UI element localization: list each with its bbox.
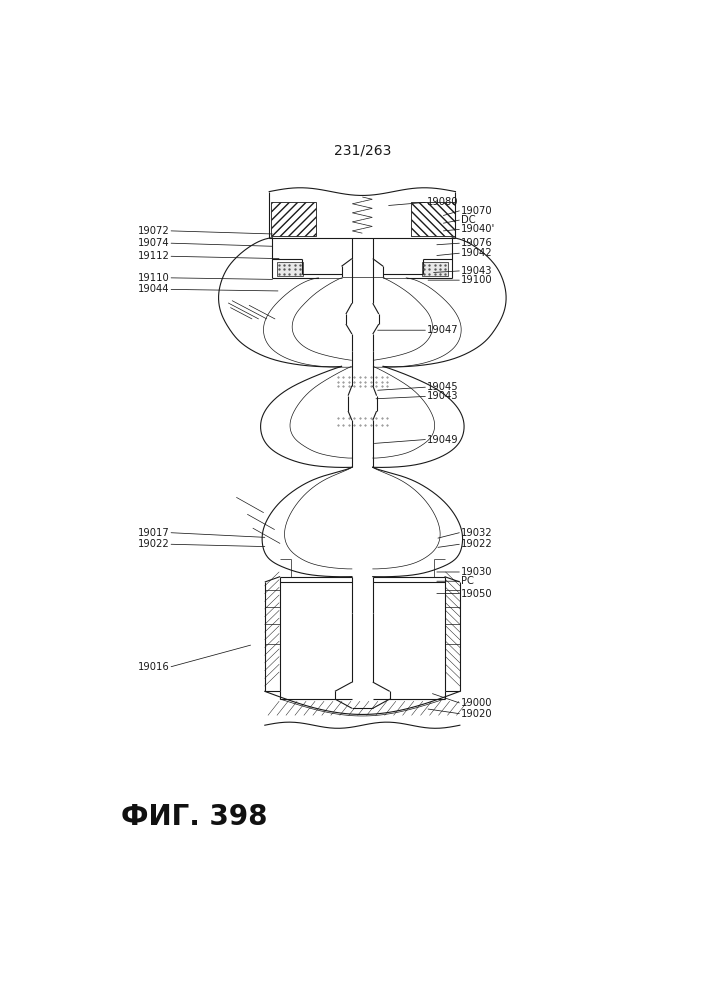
Text: 19016: 19016 [138,662,170,672]
Text: 19042: 19042 [461,248,493,258]
Text: 19022: 19022 [461,539,493,549]
Text: 19080: 19080 [427,197,459,207]
Bar [280,584,353,691]
Text: 19100: 19100 [461,275,493,285]
Text: 231/263: 231/263 [334,144,391,158]
Text: 19074: 19074 [138,238,170,248]
Text: 19017: 19017 [138,528,170,538]
Text: 19070: 19070 [461,206,493,216]
Text: 19076: 19076 [461,238,493,248]
Text: 19032: 19032 [461,528,493,538]
Bar [277,262,303,276]
Text: 19045: 19045 [427,382,459,392]
Text: 19040': 19040' [461,224,496,234]
Text: 19043: 19043 [427,391,459,401]
Text: 19020: 19020 [461,709,493,719]
Text: 19000: 19000 [461,698,493,708]
Text: 19049: 19049 [427,435,459,445]
Text: 19043: 19043 [461,266,493,276]
Text: 19047: 19047 [427,325,459,335]
Text: 19110: 19110 [138,273,170,283]
Text: 19022: 19022 [138,539,170,549]
Bar [422,262,448,276]
Text: 19044: 19044 [138,284,170,294]
Bar [271,202,316,235]
Text: 19072: 19072 [138,226,170,236]
Bar [411,202,455,235]
Text: ФИГ. 398: ФИГ. 398 [122,803,268,831]
Text: 19050: 19050 [461,589,493,599]
Text: PC: PC [461,576,474,586]
Text: 19112: 19112 [138,251,170,261]
Text: 19030: 19030 [461,567,493,577]
Bar [372,584,445,691]
Text: DC: DC [461,215,476,225]
